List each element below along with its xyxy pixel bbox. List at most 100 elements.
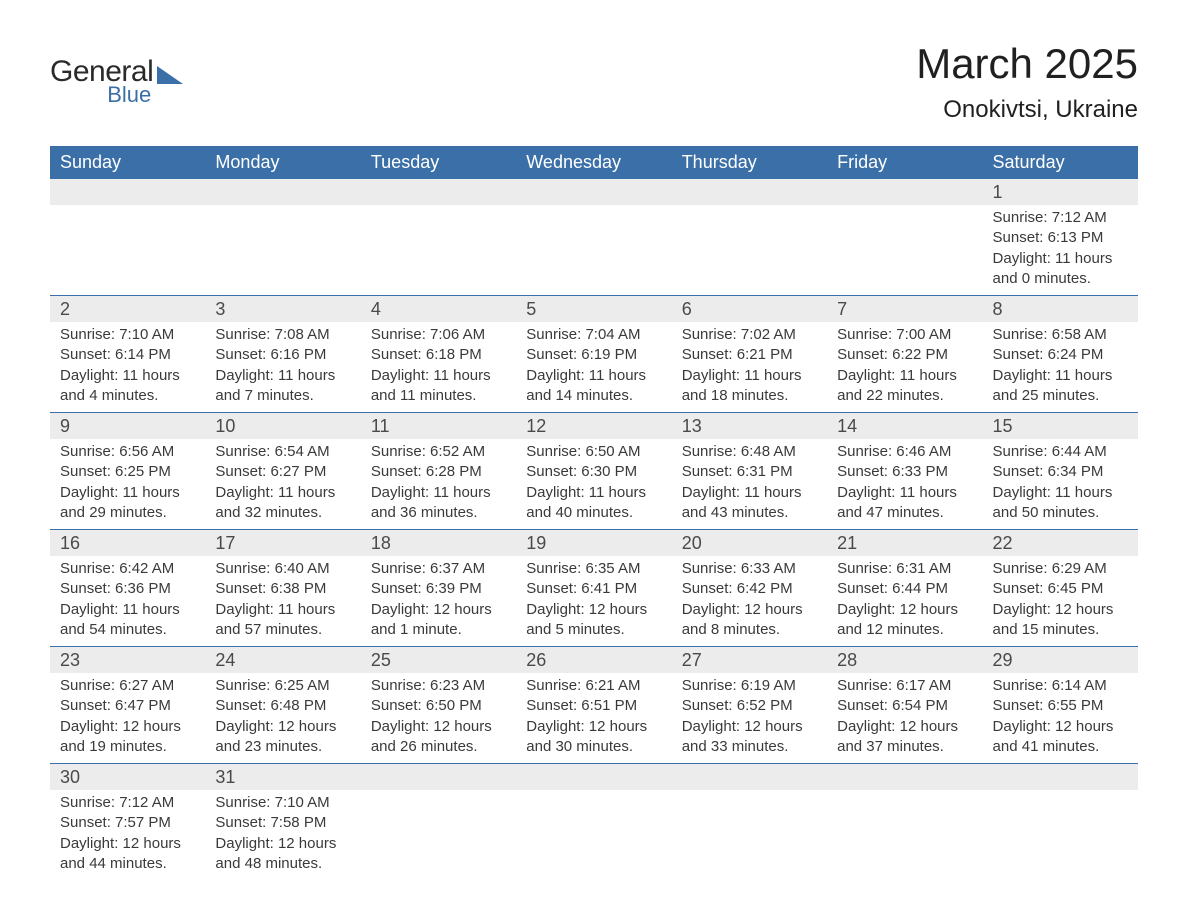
detail-line: Sunrise: 6:40 AM <box>215 559 350 579</box>
detail-line: Daylight: 12 hours <box>371 600 506 620</box>
calendar-cell-daynum: 3 <box>205 296 360 323</box>
detail-line: Sunset: 6:18 PM <box>371 345 506 365</box>
calendar-cell-daynum: 10 <box>205 413 360 440</box>
detail-line: Daylight: 11 hours <box>526 366 661 386</box>
detail-line: and 36 minutes. <box>371 503 506 523</box>
logo-text-general: General <box>50 58 153 85</box>
day-details: Sunrise: 6:23 AMSunset: 6:50 PMDaylight:… <box>361 673 516 763</box>
calendar-cell-daynum: 15 <box>983 413 1138 440</box>
day-details: Sunrise: 6:33 AMSunset: 6:42 PMDaylight:… <box>672 556 827 646</box>
calendar-head: SundayMondayTuesdayWednesdayThursdayFrid… <box>50 146 1138 179</box>
detail-line: Daylight: 11 hours <box>60 483 195 503</box>
detail-line: and 48 minutes. <box>215 854 350 874</box>
day-details <box>672 790 827 799</box>
calendar-cell-details: Sunrise: 6:54 AMSunset: 6:27 PMDaylight:… <box>205 439 360 530</box>
calendar-cell-details: Sunrise: 6:27 AMSunset: 6:47 PMDaylight:… <box>50 673 205 764</box>
detail-line: Daylight: 11 hours <box>993 483 1128 503</box>
detail-line: Daylight: 11 hours <box>215 366 350 386</box>
detail-line: Daylight: 12 hours <box>371 717 506 737</box>
calendar-cell-daynum: 7 <box>827 296 982 323</box>
detail-line: Sunset: 6:19 PM <box>526 345 661 365</box>
detail-line: Sunset: 6:22 PM <box>837 345 972 365</box>
calendar-cell-daynum: 22 <box>983 530 1138 557</box>
calendar-cell-details: Sunrise: 6:56 AMSunset: 6:25 PMDaylight:… <box>50 439 205 530</box>
calendar-cell-daynum <box>672 179 827 205</box>
detail-line: Daylight: 11 hours <box>682 483 817 503</box>
calendar-body: 1Sunrise: 7:12 AMSunset: 6:13 PMDaylight… <box>50 179 1138 880</box>
day-number <box>50 179 205 204</box>
detail-line: Sunset: 6:24 PM <box>993 345 1128 365</box>
detail-line: Sunset: 7:58 PM <box>215 813 350 833</box>
detail-line: Sunrise: 7:10 AM <box>215 793 350 813</box>
calendar-cell-daynum: 18 <box>361 530 516 557</box>
detail-line: Sunset: 6:50 PM <box>371 696 506 716</box>
detail-line: Sunrise: 6:35 AM <box>526 559 661 579</box>
detail-line: and 47 minutes. <box>837 503 972 523</box>
day-details: Sunrise: 7:12 AMSunset: 6:13 PMDaylight:… <box>983 205 1138 295</box>
day-number: 4 <box>361 296 516 322</box>
detail-line: and 23 minutes. <box>215 737 350 757</box>
day-number <box>205 179 360 204</box>
logo-triangle-icon <box>157 62 183 84</box>
calendar-cell-daynum: 27 <box>672 647 827 674</box>
day-header: Saturday <box>983 146 1138 179</box>
day-details: Sunrise: 6:21 AMSunset: 6:51 PMDaylight:… <box>516 673 671 763</box>
detail-line: Sunset: 6:48 PM <box>215 696 350 716</box>
calendar-cell-details: Sunrise: 6:25 AMSunset: 6:48 PMDaylight:… <box>205 673 360 764</box>
day-number: 31 <box>205 764 360 790</box>
day-details: Sunrise: 6:31 AMSunset: 6:44 PMDaylight:… <box>827 556 982 646</box>
detail-line: Sunrise: 6:33 AM <box>682 559 817 579</box>
calendar-cell-daynum: 13 <box>672 413 827 440</box>
detail-line: and 44 minutes. <box>60 854 195 874</box>
location-label: Onokivtsi, Ukraine <box>916 96 1138 124</box>
detail-line: Sunrise: 6:17 AM <box>837 676 972 696</box>
day-number: 7 <box>827 296 982 322</box>
title-block: March 2025 Onokivtsi, Ukraine <box>916 40 1138 124</box>
detail-line: and 43 minutes. <box>682 503 817 523</box>
calendar-cell-daynum: 2 <box>50 296 205 323</box>
detail-line: Daylight: 12 hours <box>60 717 195 737</box>
day-number: 6 <box>672 296 827 322</box>
day-number: 9 <box>50 413 205 439</box>
day-details: Sunrise: 7:04 AMSunset: 6:19 PMDaylight:… <box>516 322 671 412</box>
day-number: 12 <box>516 413 671 439</box>
day-number <box>361 179 516 204</box>
calendar-cell-daynum <box>983 764 1138 791</box>
detail-line: Daylight: 11 hours <box>993 366 1128 386</box>
calendar-cell-daynum: 1 <box>983 179 1138 205</box>
day-number: 14 <box>827 413 982 439</box>
day-number: 29 <box>983 647 1138 673</box>
detail-line: Daylight: 12 hours <box>993 717 1128 737</box>
day-details <box>827 205 982 214</box>
calendar-cell-details <box>361 205 516 296</box>
calendar-cell-details <box>672 790 827 880</box>
detail-line: and 1 minute. <box>371 620 506 640</box>
day-number: 10 <box>205 413 360 439</box>
detail-line: Daylight: 11 hours <box>371 483 506 503</box>
calendar-cell-details <box>827 205 982 296</box>
day-details: Sunrise: 6:50 AMSunset: 6:30 PMDaylight:… <box>516 439 671 529</box>
calendar-cell-daynum: 31 <box>205 764 360 791</box>
calendar-cell-daynum <box>205 179 360 205</box>
detail-line: Sunset: 6:25 PM <box>60 462 195 482</box>
day-details: Sunrise: 6:37 AMSunset: 6:39 PMDaylight:… <box>361 556 516 646</box>
detail-line: and 5 minutes. <box>526 620 661 640</box>
detail-line: Daylight: 12 hours <box>526 717 661 737</box>
detail-line: and 26 minutes. <box>371 737 506 757</box>
calendar-cell-daynum <box>827 179 982 205</box>
calendar-cell-daynum: 6 <box>672 296 827 323</box>
day-details: Sunrise: 6:29 AMSunset: 6:45 PMDaylight:… <box>983 556 1138 646</box>
day-details <box>361 790 516 799</box>
calendar-cell-daynum: 4 <box>361 296 516 323</box>
detail-line: Sunrise: 7:04 AM <box>526 325 661 345</box>
detail-line: and 50 minutes. <box>993 503 1128 523</box>
calendar-cell-details: Sunrise: 6:33 AMSunset: 6:42 PMDaylight:… <box>672 556 827 647</box>
detail-line: Sunrise: 6:29 AM <box>993 559 1128 579</box>
detail-line: and 4 minutes. <box>60 386 195 406</box>
detail-line: and 11 minutes. <box>371 386 506 406</box>
day-details: Sunrise: 6:58 AMSunset: 6:24 PMDaylight:… <box>983 322 1138 412</box>
detail-line: Sunset: 6:38 PM <box>215 579 350 599</box>
day-details: Sunrise: 7:02 AMSunset: 6:21 PMDaylight:… <box>672 322 827 412</box>
calendar-cell-details: Sunrise: 6:50 AMSunset: 6:30 PMDaylight:… <box>516 439 671 530</box>
calendar-cell-details <box>516 205 671 296</box>
